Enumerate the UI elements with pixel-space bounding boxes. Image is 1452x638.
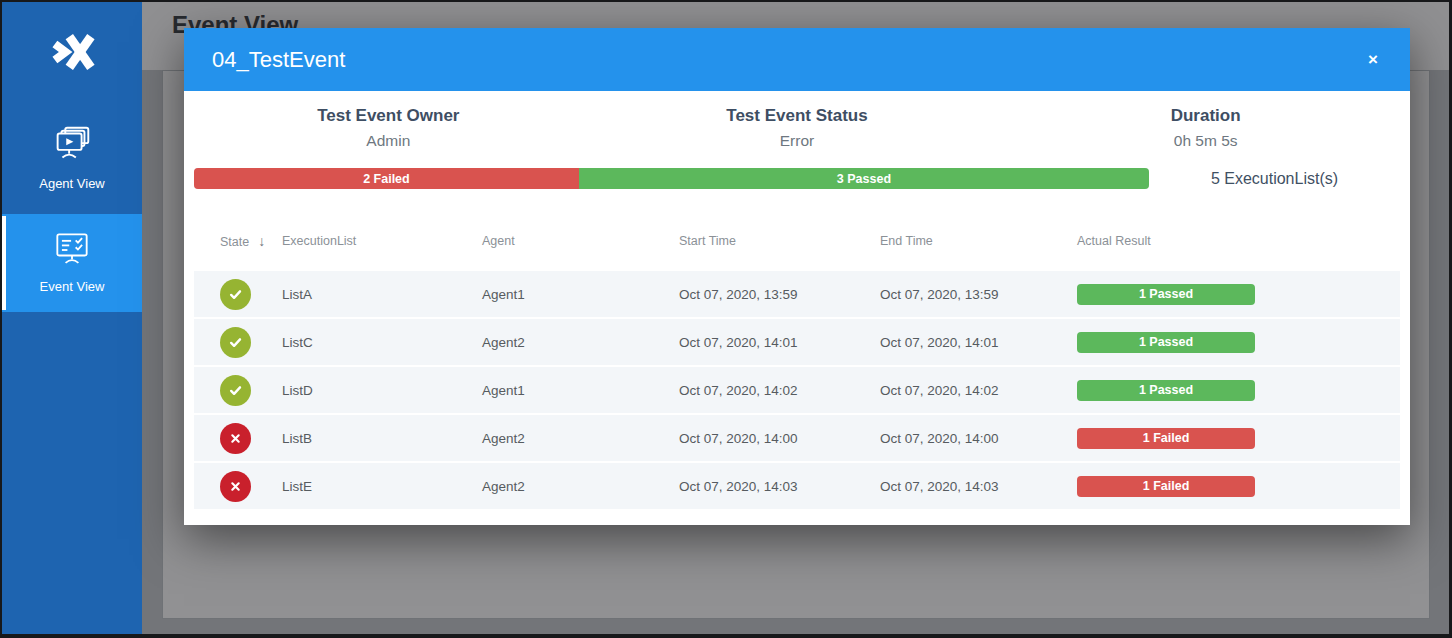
execution-list-cell: ListD <box>282 383 482 398</box>
app-logo <box>2 2 142 102</box>
agent-cell: Agent2 <box>482 335 679 350</box>
test-event-modal: 04_TestEvent × Test Event Owner Admin Te… <box>184 28 1410 525</box>
state-icon <box>220 471 251 502</box>
owner-label: Test Event Owner <box>184 106 593 126</box>
sidebar: Agent View Event View <box>2 2 142 634</box>
start-time-cell: Oct 07, 2020, 14:03 <box>679 479 880 494</box>
state-cell <box>220 423 282 454</box>
test-event-summary: Test Event Owner Admin Test Event Status… <box>184 106 1410 150</box>
modal-header: 04_TestEvent × <box>184 28 1410 91</box>
state-icon <box>220 375 251 406</box>
modal-title: 04_TestEvent <box>212 47 345 73</box>
result-progress-row: 2 Failed3 Passed 5 ExecutionList(s) <box>194 168 1400 189</box>
check-icon <box>226 333 245 352</box>
state-icon <box>220 423 251 454</box>
owner-value: Admin <box>184 132 593 150</box>
actual-result-cell: 1 Failed <box>1077 476 1400 497</box>
agent-cell: Agent2 <box>482 431 679 446</box>
column-header-agent[interactable]: Agent <box>482 234 679 248</box>
status-block: Test Event Status Error <box>593 106 1002 150</box>
result-badge: 1 Passed <box>1077 380 1255 401</box>
execution-list-cell: ListB <box>282 431 482 446</box>
execution-list-cell: ListC <box>282 335 482 350</box>
sidebar-item-event-view[interactable]: Event View <box>2 214 142 312</box>
state-cell <box>220 471 282 502</box>
event-view-icon <box>50 228 94 272</box>
result-badge: 1 Passed <box>1077 284 1255 305</box>
check-icon <box>226 381 245 400</box>
sidebar-item-label: Agent View <box>39 176 105 191</box>
actual-result-cell: 1 Passed <box>1077 332 1400 353</box>
start-time-cell: Oct 07, 2020, 14:00 <box>679 431 880 446</box>
actual-result-cell: 1 Passed <box>1077 380 1400 401</box>
agent-view-icon <box>49 123 95 169</box>
status-value: Error <box>593 132 1002 150</box>
result-badge: 1 Failed <box>1077 428 1255 449</box>
execution-list-count: 5 ExecutionList(s) <box>1149 170 1400 188</box>
owner-block: Test Event Owner Admin <box>184 106 593 150</box>
sort-descending-icon[interactable]: ↓ <box>258 233 265 249</box>
duration-value: 0h 5m 5s <box>1001 132 1410 150</box>
column-header-start-time[interactable]: Start Time <box>679 234 880 248</box>
status-label: Test Event Status <box>593 106 1002 126</box>
x-logo-icon <box>45 25 99 79</box>
result-badge: 1 Failed <box>1077 476 1255 497</box>
agent-cell: Agent2 <box>482 479 679 494</box>
cross-icon <box>227 478 244 495</box>
cross-icon <box>227 430 244 447</box>
agent-cell: Agent1 <box>482 383 679 398</box>
app-window: Agent View Event View Event View 04 <box>2 2 1449 634</box>
column-header-execution-list[interactable]: ExecutionList <box>282 234 482 248</box>
close-icon[interactable]: × <box>1364 47 1382 72</box>
progress-segment: 2 Failed <box>194 168 579 189</box>
end-time-cell: Oct 07, 2020, 13:59 <box>880 287 1077 302</box>
state-icon <box>220 279 251 310</box>
actual-result-cell: 1 Failed <box>1077 428 1400 449</box>
end-time-cell: Oct 07, 2020, 14:00 <box>880 431 1077 446</box>
table-body: ListA Agent1 Oct 07, 2020, 13:59 Oct 07,… <box>194 271 1400 509</box>
start-time-cell: Oct 07, 2020, 14:02 <box>679 383 880 398</box>
state-cell <box>220 279 282 310</box>
execution-list-cell: ListE <box>282 479 482 494</box>
table-header-row: State↓ ExecutionList Agent Start Time En… <box>194 233 1400 249</box>
progress-segment: 3 Passed <box>579 168 1149 189</box>
column-header-actual-result[interactable]: Actual Result <box>1077 234 1400 248</box>
execution-list-cell: ListA <box>282 287 482 302</box>
state-cell <box>220 327 282 358</box>
column-header-end-time[interactable]: End Time <box>880 234 1077 248</box>
end-time-cell: Oct 07, 2020, 14:01 <box>880 335 1077 350</box>
start-time-cell: Oct 07, 2020, 14:01 <box>679 335 880 350</box>
actual-result-cell: 1 Passed <box>1077 284 1400 305</box>
column-header-state[interactable]: State↓ <box>220 233 282 249</box>
state-cell <box>220 375 282 406</box>
check-icon <box>226 285 245 304</box>
state-icon <box>220 327 251 358</box>
end-time-cell: Oct 07, 2020, 14:03 <box>880 479 1077 494</box>
end-time-cell: Oct 07, 2020, 14:02 <box>880 383 1077 398</box>
duration-block: Duration 0h 5m 5s <box>1001 106 1410 150</box>
table-row[interactable]: ListC Agent2 Oct 07, 2020, 14:01 Oct 07,… <box>194 319 1400 365</box>
start-time-cell: Oct 07, 2020, 13:59 <box>679 287 880 302</box>
table-row[interactable]: ListE Agent2 Oct 07, 2020, 14:03 Oct 07,… <box>194 463 1400 509</box>
duration-label: Duration <box>1001 106 1410 126</box>
agent-cell: Agent1 <box>482 287 679 302</box>
table-row[interactable]: ListB Agent2 Oct 07, 2020, 14:00 Oct 07,… <box>194 415 1400 461</box>
result-progress-bar: 2 Failed3 Passed <box>194 168 1149 189</box>
result-badge: 1 Passed <box>1077 332 1255 353</box>
table-row[interactable]: ListD Agent1 Oct 07, 2020, 14:02 Oct 07,… <box>194 367 1400 413</box>
execution-list-table: State↓ ExecutionList Agent Start Time En… <box>194 233 1400 509</box>
sidebar-item-label: Event View <box>40 279 105 294</box>
table-row[interactable]: ListA Agent1 Oct 07, 2020, 13:59 Oct 07,… <box>194 271 1400 317</box>
sidebar-item-agent-view[interactable]: Agent View <box>2 106 142 212</box>
